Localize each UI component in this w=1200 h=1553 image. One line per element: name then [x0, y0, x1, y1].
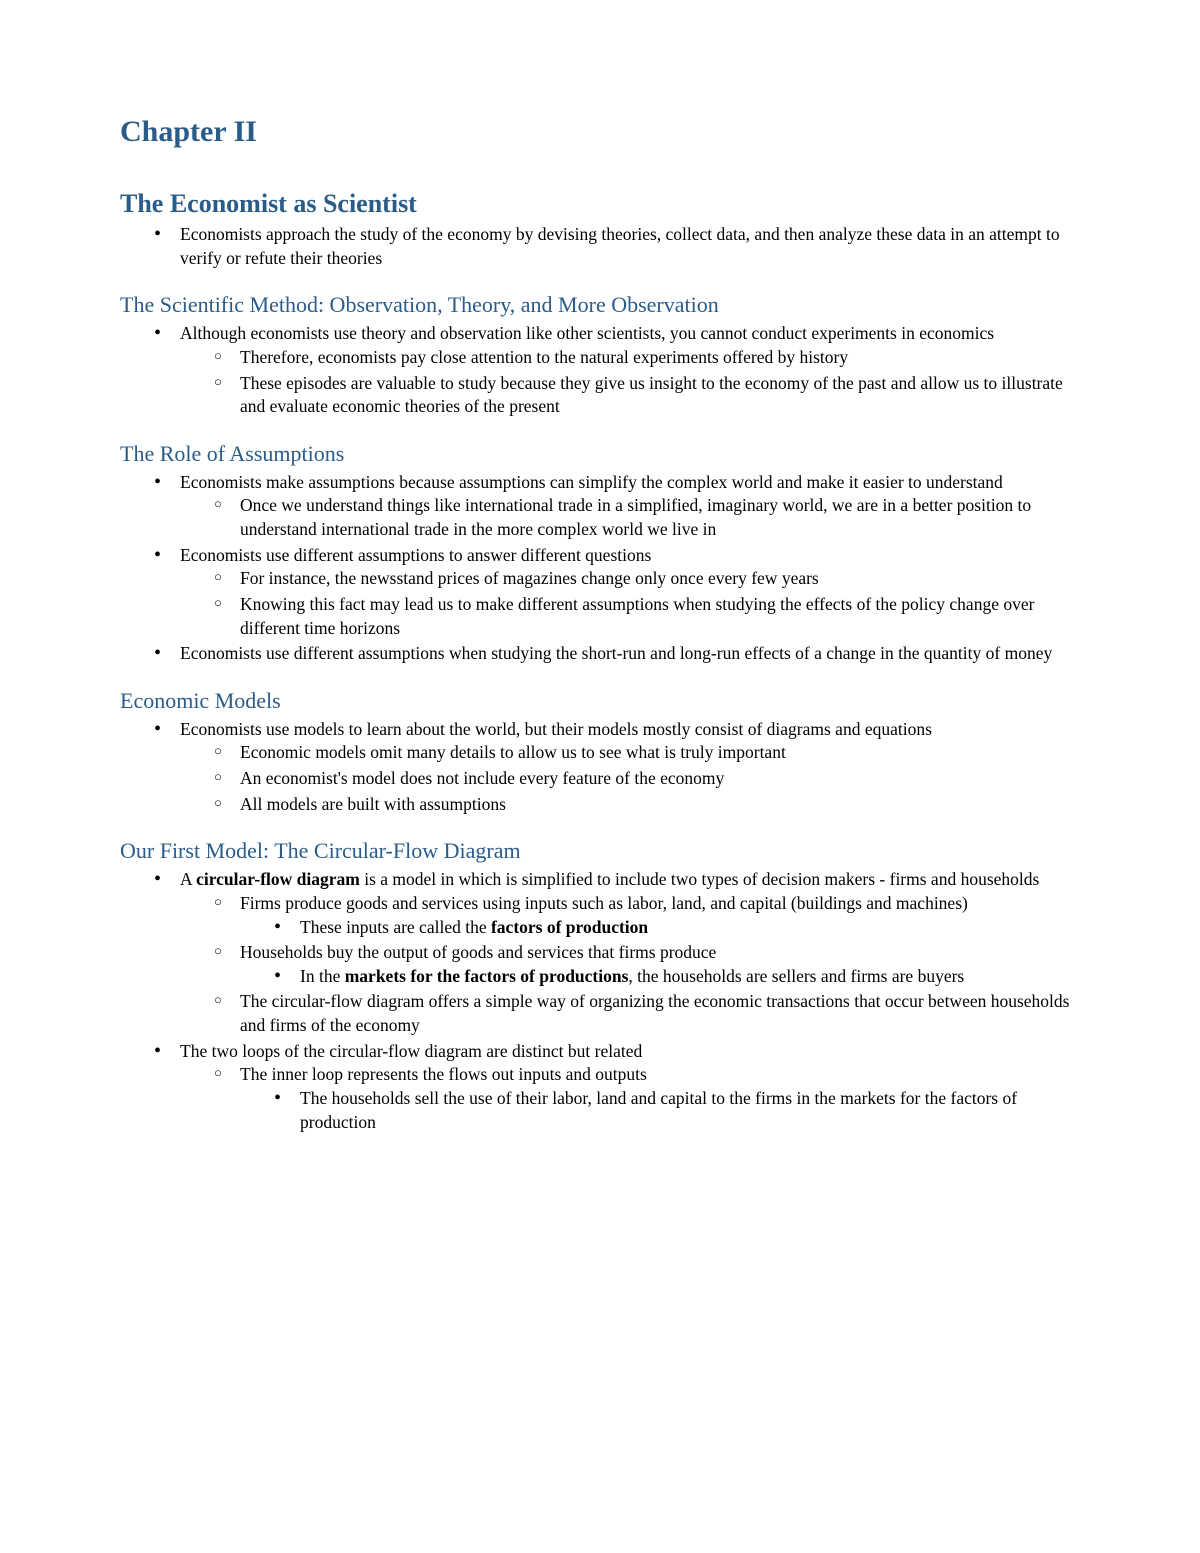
section-heading-economist-scientist: The Economist as Scientist — [120, 189, 1080, 219]
list-item: Economists use models to learn about the… — [180, 718, 1080, 817]
list-item-text: Although economists use theory and obser… — [180, 323, 994, 343]
list-item: Economists use different assumptions to … — [180, 544, 1080, 641]
list-item: The two loops of the circular-flow diagr… — [180, 1040, 1080, 1135]
bullet-list: Economic models omit many details to all… — [180, 741, 1080, 816]
list-item: Households buy the output of goods and s… — [240, 941, 1080, 988]
bullet-list: For instance, the newsstand prices of ma… — [180, 567, 1080, 640]
text-span: A — [180, 869, 196, 889]
list-item: These inputs are called the factors of p… — [300, 916, 1080, 940]
text-span: is a model in which is simplified to inc… — [360, 869, 1039, 889]
list-item: Economists use different assumptions whe… — [180, 642, 1080, 666]
bullet-list: Economists approach the study of the eco… — [120, 223, 1080, 270]
list-item: An economist's model does not include ev… — [240, 767, 1080, 791]
text-span: , the households are sellers and firms a… — [628, 966, 964, 986]
list-item-text: Households buy the output of goods and s… — [240, 942, 716, 962]
list-item: The households sell the use of their lab… — [300, 1087, 1080, 1134]
bullet-list: Economists use models to learn about the… — [120, 718, 1080, 817]
bullet-list: Once we understand things like internati… — [180, 494, 1080, 541]
bullet-list: Although economists use theory and obser… — [120, 322, 1080, 419]
section-heading-circular-flow: Our First Model: The Circular-Flow Diagr… — [120, 838, 1080, 864]
list-item: A circular-flow diagram is a model in wh… — [180, 868, 1080, 1037]
section-heading-role-assumptions: The Role of Assumptions — [120, 441, 1080, 467]
bullet-list: Economists make assumptions because assu… — [120, 471, 1080, 666]
list-item-text: Economists use different assumptions to … — [180, 545, 651, 565]
bold-term: factors of production — [491, 917, 648, 937]
list-item: These episodes are valuable to study bec… — [240, 372, 1080, 419]
list-item-text: Economists make assumptions because assu… — [180, 472, 1003, 492]
bold-term: circular-flow diagram — [196, 869, 360, 889]
bullet-list: The households sell the use of their lab… — [240, 1087, 1080, 1134]
bold-term: markets for the factors of productions — [345, 966, 629, 986]
bullet-list: Firms produce goods and services using i… — [180, 892, 1080, 1038]
list-item-text: The two loops of the circular-flow diagr… — [180, 1041, 642, 1061]
document-page: Chapter II The Economist as Scientist Ec… — [0, 0, 1200, 1216]
list-item: Firms produce goods and services using i… — [240, 892, 1080, 939]
list-item: The circular-flow diagram offers a simpl… — [240, 990, 1080, 1037]
list-item: Economists approach the study of the eco… — [180, 223, 1080, 270]
bullet-list: Therefore, economists pay close attentio… — [180, 346, 1080, 419]
bullet-list: These inputs are called the factors of p… — [240, 916, 1080, 940]
bullet-list: A circular-flow diagram is a model in wh… — [120, 868, 1080, 1134]
bullet-list: In the markets for the factors of produc… — [240, 965, 1080, 989]
list-item-text: Economists use models to learn about the… — [180, 719, 932, 739]
list-item-text: The inner loop represents the flows out … — [240, 1064, 647, 1084]
list-item: Economists make assumptions because assu… — [180, 471, 1080, 542]
text-span: These inputs are called the — [300, 917, 491, 937]
chapter-title: Chapter II — [120, 115, 1080, 149]
list-item-text: Firms produce goods and services using i… — [240, 893, 968, 913]
list-item: The inner loop represents the flows out … — [240, 1063, 1080, 1134]
list-item: Knowing this fact may lead us to make di… — [240, 593, 1080, 640]
bullet-list: The inner loop represents the flows out … — [180, 1063, 1080, 1134]
list-item: All models are built with assumptions — [240, 793, 1080, 817]
list-item: For instance, the newsstand prices of ma… — [240, 567, 1080, 591]
text-span: In the — [300, 966, 345, 986]
list-item: Although economists use theory and obser… — [180, 322, 1080, 419]
list-item: Therefore, economists pay close attentio… — [240, 346, 1080, 370]
list-item: Once we understand things like internati… — [240, 494, 1080, 541]
section-heading-economic-models: Economic Models — [120, 688, 1080, 714]
list-item: In the markets for the factors of produc… — [300, 965, 1080, 989]
list-item: Economic models omit many details to all… — [240, 741, 1080, 765]
section-heading-scientific-method: The Scientific Method: Observation, Theo… — [120, 292, 1080, 318]
